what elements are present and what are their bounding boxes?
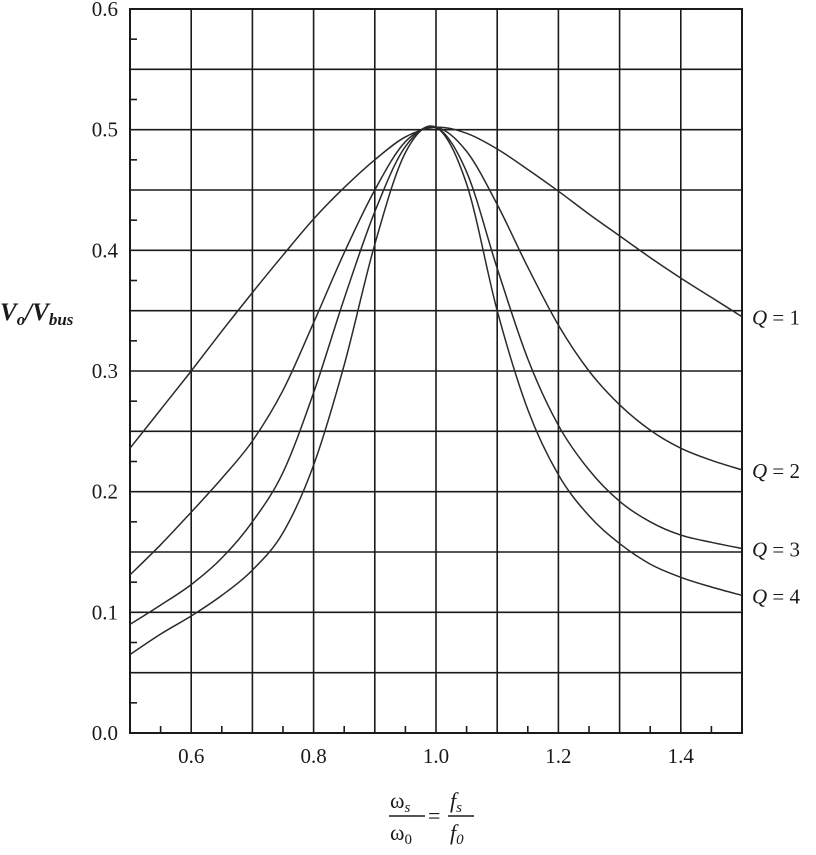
series-label-q-symbol: Q	[752, 459, 767, 483]
xlabel-omega-0-sub: 0	[404, 832, 412, 848]
xlabel-omega-0: ω	[390, 820, 404, 845]
x-tick-label: 1.4	[668, 744, 695, 768]
xlabel-f-0: f	[450, 820, 459, 845]
xlabel-num-right: fs	[450, 788, 462, 816]
series-label-q1: Q = 1	[752, 306, 800, 330]
ylabel-v1: V	[0, 299, 19, 326]
axes	[129, 8, 743, 734]
series-label-q2: Q = 2	[752, 459, 800, 483]
x-tick-label: 0.6	[178, 744, 204, 768]
series-label-q-value: = 1	[767, 306, 800, 330]
series-label-q3: Q = 3	[752, 537, 800, 561]
series-labels: Q = 1Q = 2Q = 3Q = 4	[752, 306, 801, 609]
x-tick-label: 0.8	[300, 744, 326, 768]
y-tick-label: 0.2	[92, 480, 118, 504]
x-axis-label: ωs ω0 = fs f0	[389, 788, 474, 848]
xlabel-den-right: f0	[450, 820, 464, 848]
series-label-q-value: = 4	[767, 584, 800, 608]
ylabel-slash: /	[23, 299, 34, 326]
series-label-q-symbol: Q	[752, 306, 767, 330]
xlabel-num-left: ωs	[390, 788, 410, 816]
y-tick-label: 0.1	[92, 600, 118, 624]
series-label-q-value: = 3	[767, 537, 800, 561]
y-tick-label: 0.0	[92, 721, 118, 745]
series-line-q4	[129, 125, 743, 656]
y-tick-label: 0.3	[92, 359, 118, 383]
series-label-q4: Q = 4	[752, 584, 801, 608]
y-tick-label: 0.5	[92, 118, 118, 142]
ylabel-v2: V	[32, 299, 51, 326]
xlabel-equals: =	[428, 803, 440, 828]
series-label-q-value: = 2	[767, 459, 800, 483]
ylabel-sub1: o	[17, 310, 26, 329]
x-tick-label: 1.2	[545, 744, 571, 768]
xlabel-omega-s: ω	[390, 788, 404, 813]
series-label-q-symbol: Q	[752, 537, 767, 561]
plot-frame	[129, 8, 743, 734]
grid	[130, 9, 742, 733]
xlabel-f-0-sub: 0	[456, 832, 464, 848]
xlabel-den-left: ω0	[390, 820, 412, 848]
series-lines	[129, 125, 743, 656]
tick-labels: 0.0 0.1 0.2 0.3 0.4 0.5 0.6 0.6 0.8 1.0 1.2 1.4	[92, 0, 695, 768]
xlabel-f-s-sub: s	[456, 800, 462, 816]
xlabel-omega-s-sub: s	[404, 800, 410, 816]
series-label-q-symbol: Q	[752, 584, 767, 608]
ylabel-sub2: bus	[49, 310, 74, 329]
xlabel-f-s: f	[450, 788, 459, 813]
y-tick-label: 0.6	[92, 0, 118, 21]
x-tick-label: 1.0	[423, 744, 449, 768]
y-axis-label: Vo/Vbus	[0, 299, 74, 329]
y-tick-label: 0.4	[92, 238, 119, 262]
